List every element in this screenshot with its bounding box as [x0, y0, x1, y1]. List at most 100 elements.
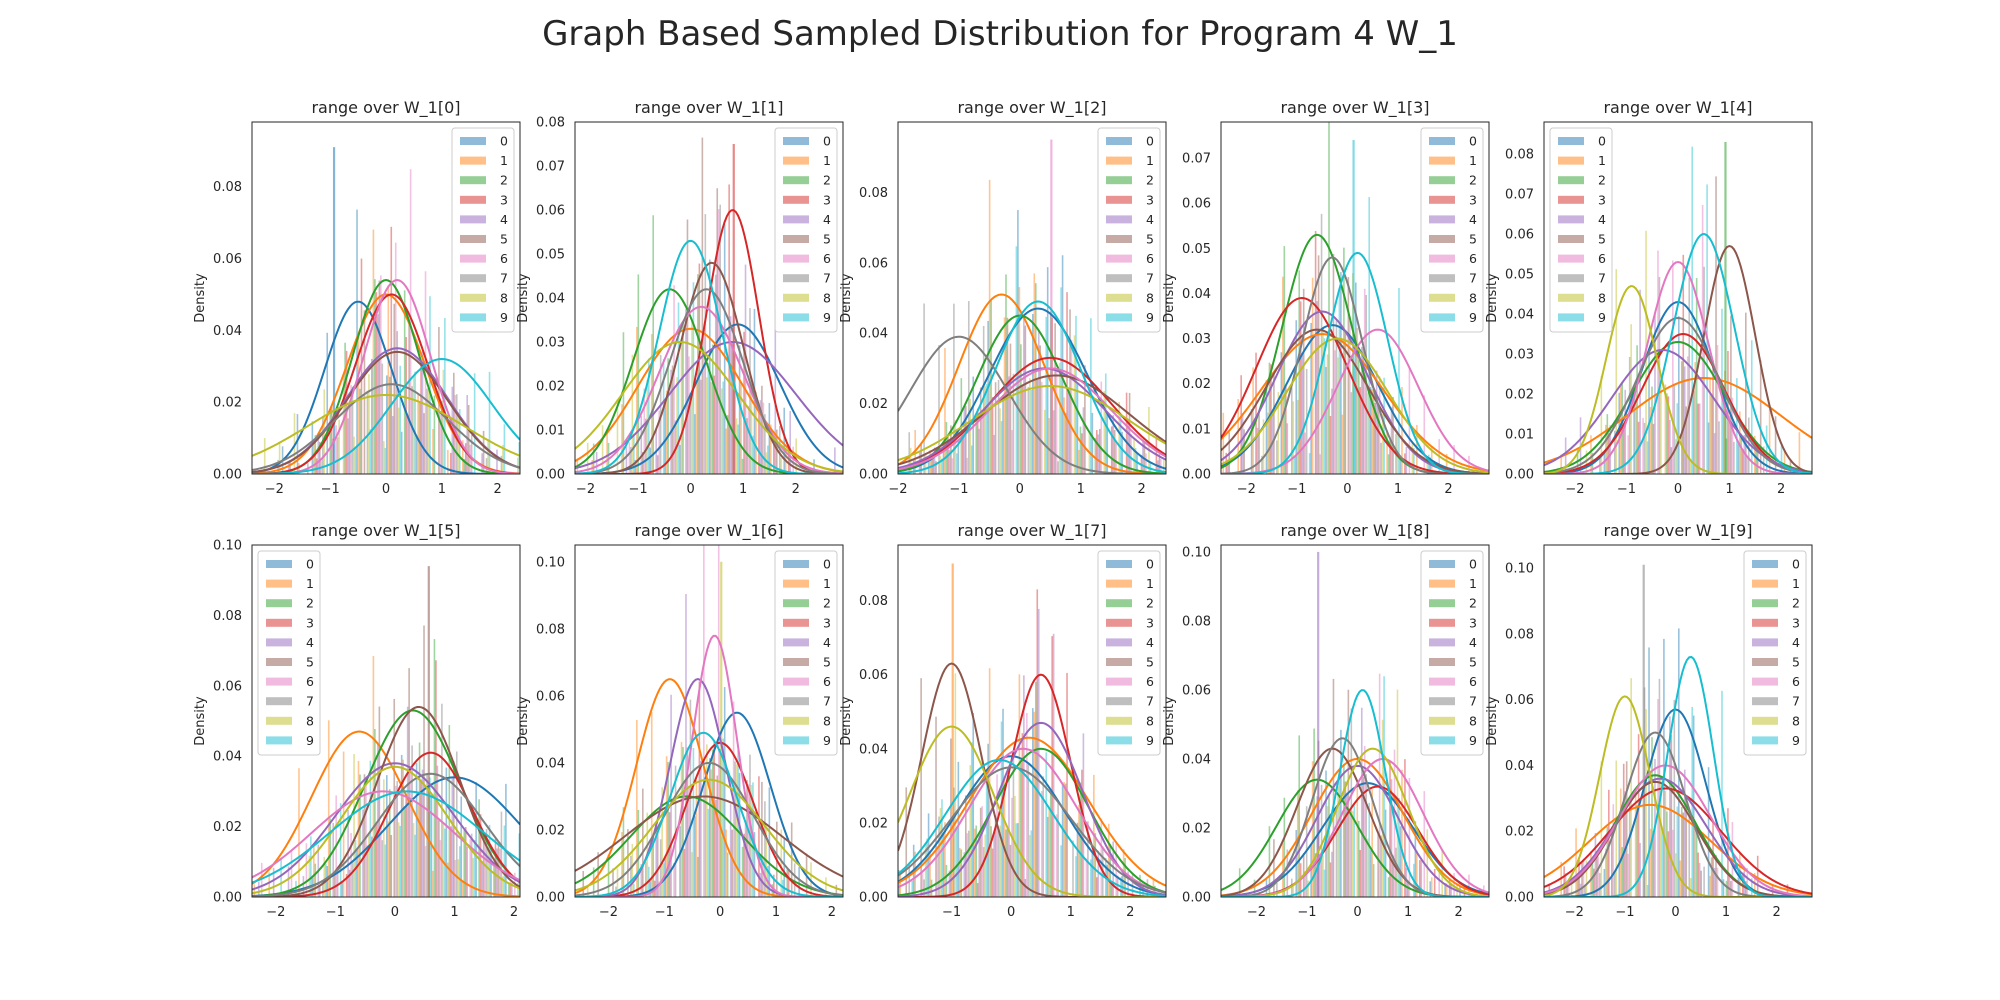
y-tick-label: 0.07 [1505, 188, 1534, 203]
hist-bar-series-3 [1712, 821, 1714, 897]
hist-bar-series-2 [637, 274, 640, 474]
hist-bar-series-4 [1579, 883, 1582, 897]
hist-bar-series-6 [1334, 350, 1336, 474]
hist-bar-series-1 [357, 332, 360, 474]
x-tick-label: −1 [942, 905, 961, 920]
hist-bar-series-8 [517, 882, 519, 897]
y-tick-label: 0.10 [213, 539, 242, 554]
hist-bar-series-4 [1360, 346, 1363, 474]
legend-label: 7 [1146, 271, 1154, 286]
legend-label: 4 [1469, 635, 1477, 650]
hist-bar-series-8 [1118, 401, 1120, 474]
hist-bar-series-1 [447, 449, 449, 474]
hist-bar-series-8 [1366, 838, 1369, 897]
legend-label: 4 [823, 635, 831, 650]
hist-bar-series-1 [387, 285, 390, 474]
hist-bar-series-6 [673, 863, 675, 897]
hist-bar-series-8 [1381, 414, 1384, 474]
x-tick-label: 1 [1394, 482, 1402, 497]
hist-bar-series-7 [1599, 873, 1601, 897]
hist-bar-series-4 [1226, 459, 1229, 474]
legend-swatch-5 [1106, 235, 1132, 243]
hist-bar-series-7 [1762, 446, 1765, 474]
hist-bar-series-9 [1075, 315, 1077, 474]
hist-bar-series-3 [683, 848, 686, 897]
hist-bar-series-8 [472, 858, 474, 897]
hist-bar-series-9 [429, 777, 431, 897]
legend-label: 0 [1598, 134, 1606, 149]
hist-bar-series-5 [671, 365, 674, 474]
hist-bar-series-2 [388, 789, 391, 897]
hist-bar-series-8 [661, 787, 663, 897]
x-tick-label: −2 [888, 482, 907, 497]
hist-bar-series-9 [1661, 831, 1664, 897]
hist-bar-series-9 [1338, 777, 1341, 897]
x-tick-label: −1 [655, 905, 674, 920]
hist-bar-series-4 [317, 436, 320, 474]
legend-swatch-4 [1429, 215, 1455, 224]
kde-line-series-8 [575, 340, 843, 473]
legend-label: 2 [1598, 173, 1606, 188]
hist-bar-series-2 [1636, 345, 1638, 474]
hist-bar-series-7 [1658, 276, 1661, 474]
subplot-title: range over W_1[2] [957, 98, 1106, 118]
hist-bar-series-0 [1429, 457, 1432, 474]
hist-bar-series-2 [1621, 847, 1624, 897]
x-tick-label: 1 [1722, 905, 1730, 920]
hist-bar-series-9 [354, 448, 357, 474]
hist-bar-series-4 [948, 449, 951, 474]
hist-bar-series-5 [686, 747, 689, 897]
legend-label: 2 [1146, 596, 1154, 611]
hist-bar-series-7 [1395, 847, 1397, 897]
hist-bar-series-3 [1374, 402, 1376, 474]
hist-bar-series-9 [369, 760, 372, 897]
hist-bar-series-5 [935, 461, 937, 474]
legend-label: 9 [1792, 733, 1800, 748]
hist-bar-series-8 [397, 407, 400, 474]
hist-bar-series-9 [429, 296, 431, 474]
hist-bar-series-6 [1070, 339, 1073, 474]
legend-label: 1 [1469, 576, 1477, 591]
legend-swatch-9 [1752, 736, 1778, 745]
y-tick-label: 0.10 [1182, 545, 1211, 560]
hist-bar-series-0 [475, 782, 477, 897]
subplot-4: −2 −1 0 1 2 0.00 0.01 0.02 0.03 0.04 0.05 0.06 0.07 0… [1485, 98, 1813, 497]
hist-bar-series-8 [1322, 855, 1324, 897]
x-tick-label: 2 [1455, 905, 1463, 920]
hist-bar-series-1 [447, 862, 449, 897]
hist-bar-series-3 [1404, 759, 1406, 897]
hist-bar-series-2 [1005, 274, 1007, 474]
hist-bar-series-3 [1667, 831, 1670, 897]
hist-bar-series-9 [1015, 823, 1018, 897]
legend-swatch-9 [1429, 313, 1455, 322]
legend-label: 1 [1146, 576, 1154, 591]
legend-label: 4 [306, 635, 314, 650]
axes-frame [251, 121, 521, 475]
hist-bar-series-0 [1737, 877, 1740, 897]
kde-line-series-1 [1221, 333, 1489, 472]
hist-bar-series-4 [1301, 353, 1303, 474]
hist-bar-series-0 [1017, 823, 1019, 897]
hist-bar-series-3 [1667, 396, 1670, 474]
hist-bar-series-7 [441, 400, 443, 474]
hist-bar-series-4 [347, 418, 349, 474]
hist-bar-series-6 [1055, 368, 1058, 474]
hist-bar-series-6 [658, 881, 660, 897]
hist-bar-series-3 [1682, 254, 1685, 474]
hist-bar-peak [427, 566, 430, 897]
hist-bar-series-8 [353, 754, 355, 897]
hist-bar-series-6 [1145, 453, 1147, 474]
y-tick-label: 0.08 [859, 594, 888, 609]
hist-bar-series-5 [776, 429, 778, 474]
hist-bar-series-3 [1419, 860, 1421, 897]
y-tick-label: 0.03 [536, 336, 565, 351]
legend-label: 8 [1469, 713, 1477, 728]
hist-bar-series-9 [677, 302, 680, 474]
legend-label: 4 [1792, 635, 1800, 650]
hist-bar-series-0 [1340, 729, 1342, 897]
hist-bar-series-8 [1585, 450, 1588, 474]
hist-bar-series-1 [253, 884, 256, 897]
legend-label: 9 [1598, 310, 1606, 325]
legend-swatch-0 [266, 560, 292, 568]
y-tick-label: 0.00 [1182, 891, 1211, 906]
